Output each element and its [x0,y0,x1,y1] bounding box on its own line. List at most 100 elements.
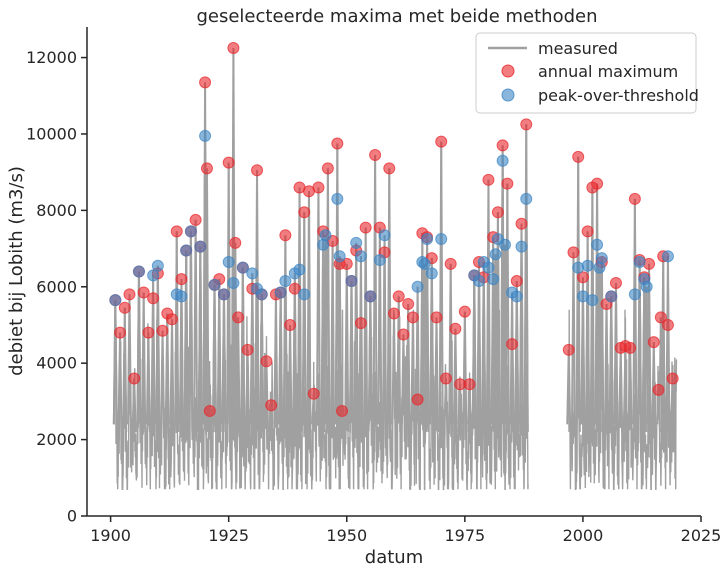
peak-over-threshold-point [421,233,434,246]
annual-maximum-point [406,311,419,324]
peak-over-threshold-point [298,288,311,301]
annual-maximum-point [369,148,382,161]
peak-over-threshold-point [246,267,259,280]
peak-over-threshold-point [498,238,511,251]
peak-over-threshold-point [333,250,346,263]
measured-peak [629,347,633,432]
annual-maximum-point [628,192,641,205]
measured-peak [619,347,624,432]
measured-peak [246,349,251,432]
measured-peak [496,239,501,432]
peak-over-threshold-point [227,276,240,289]
annual-maximum-point [444,257,457,270]
annual-maximum-point [222,156,235,169]
annual-maximum-point [288,282,301,295]
annual-maximum-point [576,271,589,284]
y-tick-label: 12000 [26,48,77,67]
measured-peak [279,292,284,432]
measured-peak [605,303,610,432]
peak-over-threshold-point [279,275,292,288]
legend-box [475,32,697,114]
y-tick-label: 0 [67,507,77,526]
annual-maximum-point [331,137,344,150]
measured-peak [364,227,369,432]
peak-over-threshold-point [184,225,197,238]
x-ticks: 1900 1925 1950 1975 2000 2025 [90,516,721,545]
peak-over-threshold-point [217,288,230,301]
legend-label-annual-maximum: annual maximum [538,62,678,81]
annual-maximum-point [624,341,637,354]
measured-peak [610,296,614,432]
measured-peak [567,349,572,432]
annual-maximum-point [284,318,297,331]
measured-peak [137,271,142,432]
measured-peak [123,307,128,432]
annual-maximum-point [567,246,580,259]
peak-over-threshold-point [373,254,386,267]
measured-peak [199,246,203,432]
annual-maximum-point [321,162,334,175]
peak-over-threshold-point [319,229,332,242]
measured-peak [171,319,175,432]
annual-maximum-point [463,378,476,391]
peak-over-threshold-point [520,192,533,205]
annual-maximum-point [392,290,405,303]
measured-peak [662,256,666,432]
measured-peak [218,279,222,432]
measured-peak [402,334,406,432]
measured-peak [284,281,288,432]
measured-peak [274,294,279,432]
annual-maximum-point [312,181,325,194]
legend-label-peak-over-threshold: peak-over-threshold [538,86,699,105]
peak-over-threshold-point [147,269,160,282]
x-tick-label: 1925 [208,526,249,545]
measured-peak [350,281,354,432]
peak-over-threshold-point [255,288,268,301]
measured-peak [194,219,199,432]
measured-peak [444,378,449,432]
annual-maximum-point [482,173,495,186]
peak-over-threshold-point [293,263,306,276]
x-tick-label: 1975 [444,526,485,545]
peak-over-threshold-point [364,290,377,303]
peak-over-threshold-point [378,229,391,242]
measured-peak [459,384,463,432]
annual-maximum-point [118,301,131,314]
measured-peak [359,256,364,432]
peak-over-threshold-point [496,154,509,167]
measured-peak [600,258,605,432]
measured-peak [331,240,336,432]
measured-peak [411,317,416,432]
measured-peak [435,317,440,432]
peak-over-threshold-point [199,129,212,142]
annual-maximum-point [581,225,594,238]
annual-maximum-point [359,221,372,234]
measured-peak [624,345,628,432]
measured-peak [355,242,359,432]
measured-peak [147,332,151,432]
measured-peak [388,168,392,432]
y-tick-label: 6000 [36,277,77,296]
measured-peak [189,231,194,432]
x-tick-label: 1950 [326,526,367,545]
peak-over-threshold-point [661,250,674,263]
measured-peak [520,246,525,432]
annual-maximum-point [449,322,462,335]
annual-maximum-point [298,206,311,219]
annual-maximum-point [652,383,665,396]
measured-peak [222,294,227,432]
peak-over-threshold-point [510,290,523,303]
annual-maximum-point [279,229,292,242]
annual-maximum-point [562,343,575,356]
annual-maximum-point [510,275,523,288]
measured-peak [393,313,397,432]
measured-peak [430,273,435,432]
annual-maximum-point [515,217,528,230]
peak-over-threshold-point [109,294,122,307]
annual-maximum-point [591,177,604,190]
x-axis-label: datum [365,547,423,568]
peak-over-threshold-point [633,255,646,268]
measured-peak [473,275,477,432]
annual-maximum-point [170,225,183,238]
annual-maximum-point [199,76,212,89]
